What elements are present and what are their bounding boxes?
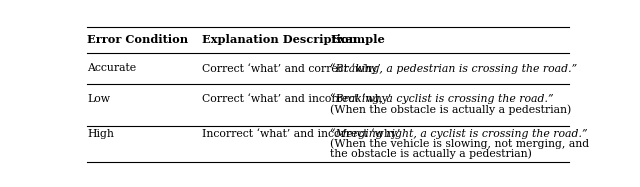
Text: Error Condition: Error Condition (88, 34, 189, 45)
Text: Low: Low (88, 94, 111, 103)
Text: “Merging right, a cyclist is crossing the road.”: “Merging right, a cyclist is crossing th… (330, 129, 588, 140)
Text: “Braking, a pedestrian is crossing the road.”: “Braking, a pedestrian is crossing the r… (330, 63, 578, 73)
Text: “Braking, a cyclist is crossing the road.”: “Braking, a cyclist is crossing the road… (330, 93, 554, 104)
Text: Correct ‘what’ and incorrect ‘why’: Correct ‘what’ and incorrect ‘why’ (202, 93, 391, 104)
Text: Explanation Description: Explanation Description (202, 34, 356, 45)
Text: Incorrect ‘what’ and incorrect ‘why’: Incorrect ‘what’ and incorrect ‘why’ (202, 129, 400, 140)
Text: Accurate: Accurate (88, 63, 136, 73)
Text: (When the obstacle is actually a pedestrian): (When the obstacle is actually a pedestr… (330, 105, 572, 115)
Text: (When the vehicle is slowing, not merging, and: (When the vehicle is slowing, not mergin… (330, 138, 589, 149)
Text: Correct ‘what’ and correct ‘why’: Correct ‘what’ and correct ‘why’ (202, 63, 380, 73)
Text: High: High (88, 129, 115, 139)
Text: Example: Example (330, 34, 385, 45)
Text: the obstacle is actually a pedestrian): the obstacle is actually a pedestrian) (330, 148, 532, 159)
